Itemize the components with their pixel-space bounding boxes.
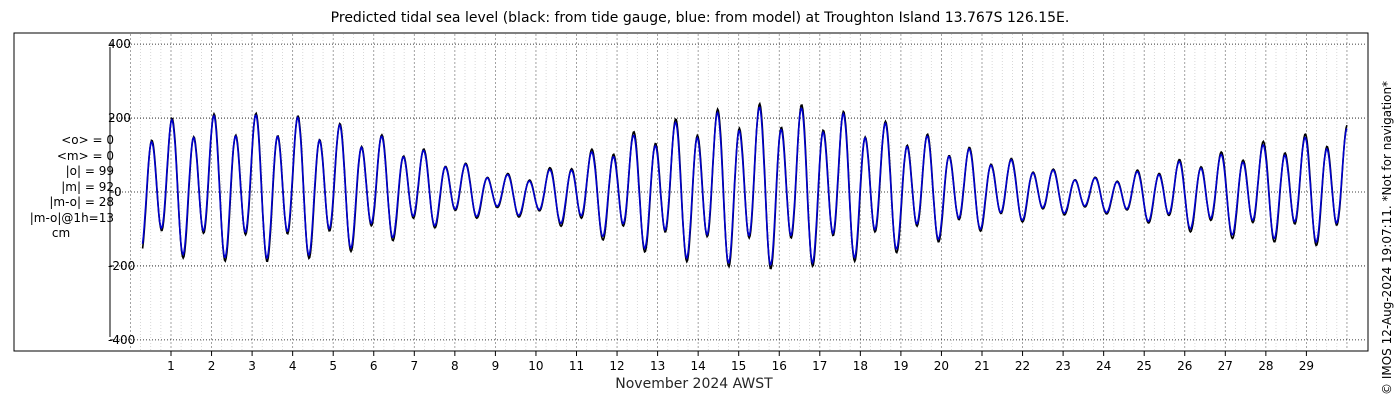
chart-title: Predicted tidal sea level (black: from t… bbox=[330, 10, 1070, 26]
stat-abs-obs: |o| = 99 bbox=[65, 164, 114, 178]
x-tick-label: 29 bbox=[1299, 359, 1314, 373]
x-tick-label: 21 bbox=[974, 359, 989, 373]
x-tick-label: 15 bbox=[731, 359, 746, 373]
x-tick-label: 17 bbox=[812, 359, 827, 373]
x-tick-label: 6 bbox=[370, 359, 378, 373]
x-tick-label: 1 bbox=[167, 359, 175, 373]
x-tick-label: 10 bbox=[528, 359, 543, 373]
x-tick-label: 13 bbox=[650, 359, 665, 373]
y-tick-label: -200 bbox=[108, 259, 135, 273]
plot-frame bbox=[13, 32, 1369, 352]
stat-abs-diff: |m-o| = 28 bbox=[49, 195, 114, 209]
x-tick-label: 18 bbox=[853, 359, 868, 373]
x-tick-label: 11 bbox=[569, 359, 584, 373]
y-tick-label: -400 bbox=[108, 333, 135, 347]
y-tick-label: 200 bbox=[108, 111, 131, 125]
x-tick-label: 25 bbox=[1137, 359, 1152, 373]
stat-mean-obs: <o> = 0 bbox=[61, 133, 114, 147]
x-tick-label: 19 bbox=[893, 359, 908, 373]
x-tick-label: 3 bbox=[248, 359, 256, 373]
x-tick-label: 7 bbox=[410, 359, 418, 373]
series-line-model bbox=[141, 106, 1348, 267]
stat-unit: cm bbox=[51, 226, 71, 240]
y-tick-label: 400 bbox=[108, 37, 131, 51]
stat-abs-diff-1h: |m-o|@1h=13 bbox=[29, 210, 114, 225]
x-tick-label: 4 bbox=[289, 359, 297, 373]
x-tick-label: 2 bbox=[208, 359, 216, 373]
stat-abs-model: |m| = 92 bbox=[61, 179, 114, 194]
x-tick-label: 24 bbox=[1096, 359, 1111, 373]
x-axis-label: November 2024 AWST bbox=[615, 376, 773, 392]
x-tick-label: 12 bbox=[609, 359, 624, 373]
x-tick-label: 8 bbox=[451, 359, 459, 373]
stat-mean-model: <m> = 0 bbox=[56, 148, 114, 163]
x-tick-label: 5 bbox=[329, 359, 337, 373]
statistics-panel: <o> = 0 <m> = 0 |o| = 99 |m| = 92 |m-o| … bbox=[8, 133, 114, 242]
y-tick-label: 0 bbox=[114, 185, 122, 199]
x-tick-label: 20 bbox=[934, 359, 949, 373]
x-tick-label: 14 bbox=[691, 359, 706, 373]
x-tick-label: 26 bbox=[1177, 359, 1192, 373]
x-tick-label: 16 bbox=[772, 359, 787, 373]
x-tick-label: 28 bbox=[1258, 359, 1273, 373]
x-tick-label: 22 bbox=[1015, 359, 1030, 373]
credit-text: © IMOS 12-Aug-2024 19:07:11. *Not for na… bbox=[1380, 80, 1394, 395]
x-tick-label: 9 bbox=[492, 359, 500, 373]
x-tick-label: 27 bbox=[1218, 359, 1233, 373]
x-tick-label: 23 bbox=[1055, 359, 1070, 373]
